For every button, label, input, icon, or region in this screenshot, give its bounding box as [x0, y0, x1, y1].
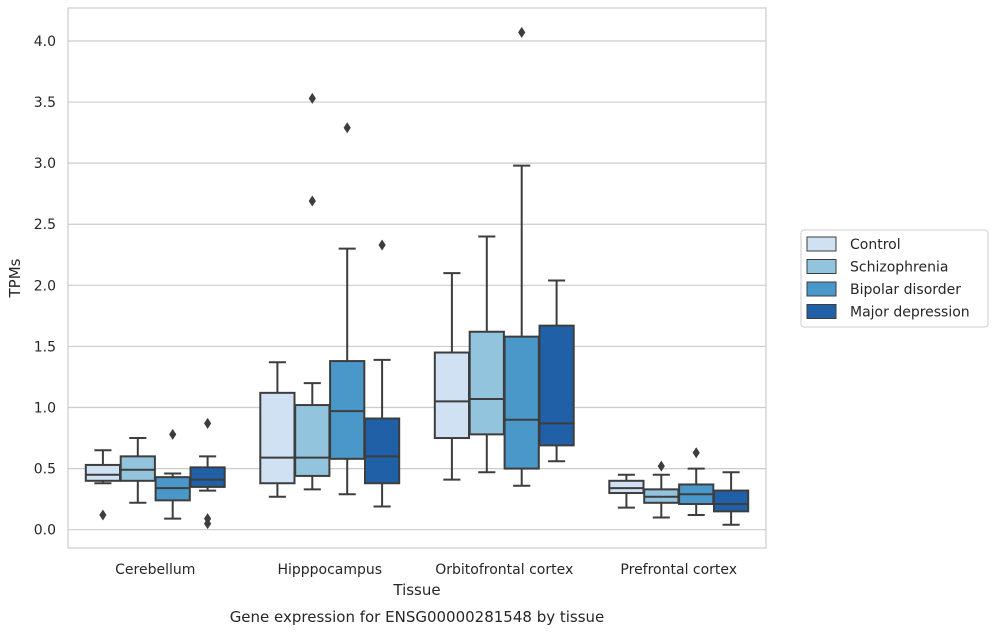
outlier-point — [343, 122, 351, 134]
x-tick-label: Hipppocampus — [277, 562, 382, 578]
box-body — [538, 324, 575, 447]
y-tick-label: 4.0 — [34, 34, 56, 50]
box-1-3 — [363, 239, 401, 508]
box-0-3 — [189, 417, 226, 530]
y-axis-label: TPMs — [6, 258, 24, 298]
y-tick-label: 2.5 — [34, 217, 56, 233]
box-body — [503, 335, 540, 470]
legend-frame — [800, 229, 989, 328]
grid-lines — [68, 40, 766, 531]
box-body — [329, 360, 366, 460]
outlier-point — [378, 239, 386, 251]
box-3-2 — [678, 447, 715, 517]
outlier-point — [99, 509, 107, 521]
box-body — [468, 330, 505, 436]
box-body — [189, 466, 226, 488]
outlier-point — [169, 428, 177, 440]
box-2-1 — [468, 235, 505, 474]
box-0-2 — [154, 428, 191, 520]
box-body — [294, 404, 331, 477]
y-tick-label: 3.5 — [34, 95, 56, 111]
y-tick-label: 0.0 — [34, 523, 56, 539]
box-body — [259, 391, 296, 485]
x-tick-labels: Cerebellum Hipppocampus Orbitofrontal cort… — [115, 562, 737, 578]
legend-label: Bipolar disorder — [850, 282, 961, 298]
outlier-point — [204, 417, 212, 429]
legend-label: Schizophrenia — [850, 260, 948, 276]
box-1-0 — [259, 361, 296, 498]
chart-caption: Gene expression for ENSG00000281548 by t… — [230, 608, 605, 626]
box-1-1 — [294, 92, 331, 491]
box-body — [608, 479, 645, 495]
box-1-2 — [329, 122, 366, 496]
box-2-3 — [538, 279, 575, 463]
box-3-3 — [712, 471, 750, 526]
legend-swatch — [806, 259, 837, 274]
x-tick-label: Orbitofrontal cortex — [435, 562, 573, 578]
box-body — [712, 489, 750, 513]
box-body — [433, 351, 471, 440]
x-tick-label: Cerebellum — [115, 562, 195, 578]
outlier-point — [657, 460, 665, 472]
y-tick-label: 3.0 — [34, 156, 56, 172]
y-tick-label: 0.5 — [34, 462, 56, 478]
box-3-0 — [608, 473, 645, 509]
plot-area — [68, 8, 766, 548]
box-body — [363, 417, 401, 485]
plot-frame — [67, 7, 767, 549]
outlier-point — [204, 513, 212, 525]
outlier-point — [308, 195, 316, 207]
outlier-point — [308, 92, 316, 104]
y-tick-label: 1.5 — [34, 339, 56, 355]
y-tick-label: 1.0 — [34, 401, 56, 417]
box-body — [119, 455, 156, 482]
x-axis-label: Tissue — [392, 581, 440, 599]
x-tick-label: Prefrontal cortex — [620, 562, 737, 578]
box-body — [84, 463, 122, 482]
legend-swatch — [806, 304, 837, 319]
y-tick-label: 2.0 — [34, 278, 56, 294]
box-0-1 — [119, 437, 156, 504]
boxes — [84, 26, 750, 530]
outlier-point — [518, 26, 526, 38]
outlier-point — [692, 447, 700, 459]
box-2-2 — [503, 26, 540, 487]
y-tick-labels: 0.0 0.5 1.0 1.5 2.0 2.5 3.0 3.5 4.0 — [34, 34, 56, 539]
legend-label: Major depression — [850, 305, 970, 321]
legend-label: Control — [850, 237, 901, 253]
legend: Control Schizophrenia Bipolar disorder Majo… — [800, 229, 989, 328]
legend-swatch — [806, 281, 837, 297]
legend-swatch — [806, 236, 837, 252]
